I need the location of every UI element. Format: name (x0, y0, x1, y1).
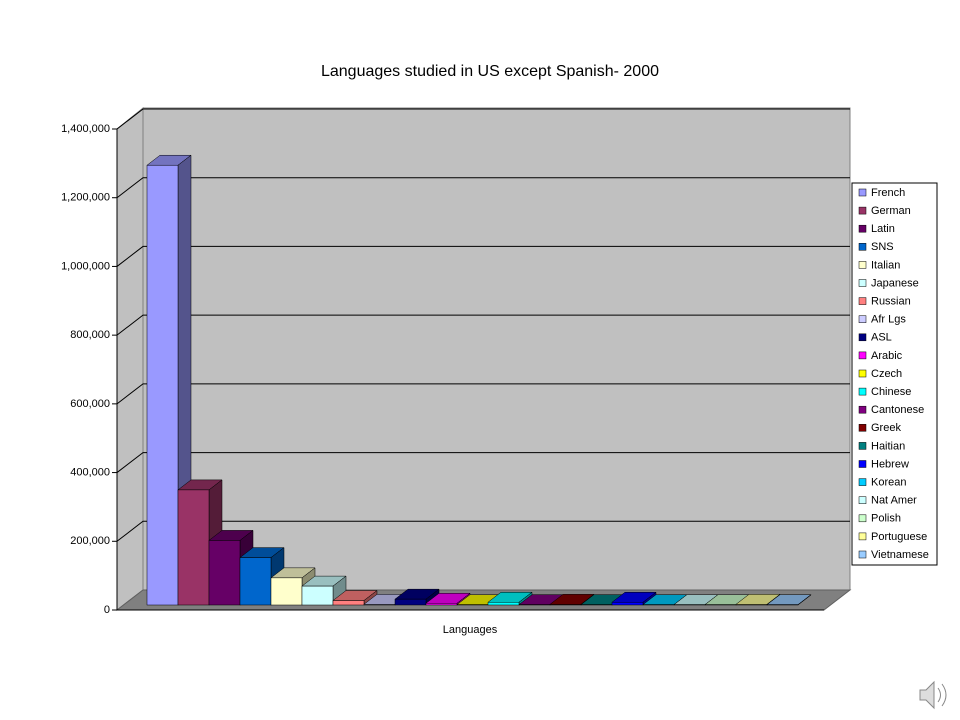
legend-label: Haitian (871, 440, 905, 452)
legend-swatch (858, 514, 867, 523)
legend-label: Portuguese (871, 531, 927, 543)
legend-label: Hebrew (871, 458, 909, 470)
legend-label: Chinese (871, 386, 911, 398)
legend-label: Italian (871, 259, 900, 271)
bar (611, 602, 644, 606)
legend-swatch (858, 424, 867, 432)
bar (487, 602, 520, 606)
side-wall (116, 106, 144, 612)
bar (549, 604, 582, 606)
bar (332, 600, 365, 606)
legend-swatch (858, 261, 867, 269)
bar (146, 164, 179, 606)
legend-swatch (858, 405, 867, 414)
back-wall (142, 107, 851, 591)
legend-label: SNS (871, 241, 894, 253)
y-tick-label: 1,200,000 (61, 192, 110, 204)
grid-line (116, 245, 850, 267)
bar (394, 598, 427, 606)
legend-label: Afr Lgs (871, 314, 906, 326)
legend-swatch (858, 478, 867, 486)
legend-label: ASL (871, 332, 892, 344)
grid-line (116, 452, 850, 473)
legend-label: French (871, 187, 905, 199)
legend-label: Czech (871, 368, 902, 380)
bar (301, 585, 334, 606)
speaker-icon (919, 680, 947, 710)
y-tick-label: 800,000 (70, 329, 110, 341)
legend-label: Nat Amer (871, 495, 917, 507)
bar (239, 557, 272, 606)
legend-swatch (858, 496, 867, 504)
legend-swatch (858, 206, 867, 215)
grid-line (116, 314, 850, 336)
legend-swatch (858, 188, 867, 197)
legend-swatch (858, 315, 867, 323)
legend-label: Japanese (871, 277, 919, 289)
legend-swatch (858, 279, 867, 287)
legend-label: Korean (871, 477, 906, 489)
bar (177, 489, 210, 606)
y-tick-label: 600,000 (70, 398, 110, 410)
x-tick-label: Languages (443, 624, 498, 636)
legend-swatch (858, 369, 867, 378)
legend-label: Latin (871, 223, 895, 235)
legend-label: German (871, 205, 911, 217)
y-tick-label: 1,400,000 (61, 123, 110, 135)
y-tick-label: 0 (104, 604, 110, 616)
legend-swatch (858, 243, 867, 251)
legend-swatch (858, 387, 867, 396)
legend-label: Vietnamese (871, 549, 929, 561)
bar (425, 603, 458, 606)
legend-label: Polish (871, 513, 901, 525)
legend-label: Russian (871, 296, 911, 308)
legend-label: Greek (871, 422, 901, 434)
chart-title: Languages studied in US except Spanish- … (321, 63, 659, 80)
legend-swatch (858, 532, 867, 541)
bar (735, 604, 768, 606)
grid-line (116, 520, 850, 542)
legend-label: Cantonese (871, 404, 924, 416)
y-tick-label: 200,000 (70, 535, 110, 547)
legend-swatch (858, 297, 867, 305)
grid-line (116, 108, 850, 130)
legend-label: Arabic (871, 350, 903, 362)
bar (270, 577, 303, 606)
legend-swatch (858, 351, 867, 360)
bar (208, 540, 241, 606)
y-tick-label: 1,000,000 (61, 260, 110, 272)
grid-line (116, 383, 850, 405)
y-tick-label: 400,000 (70, 466, 110, 478)
legend-swatch (858, 442, 867, 450)
legend-swatch (858, 460, 867, 468)
legend-swatch (858, 224, 867, 233)
legend-swatch (858, 550, 867, 559)
legend-swatch (858, 333, 867, 342)
grid-line (116, 177, 850, 199)
bar (363, 604, 396, 606)
